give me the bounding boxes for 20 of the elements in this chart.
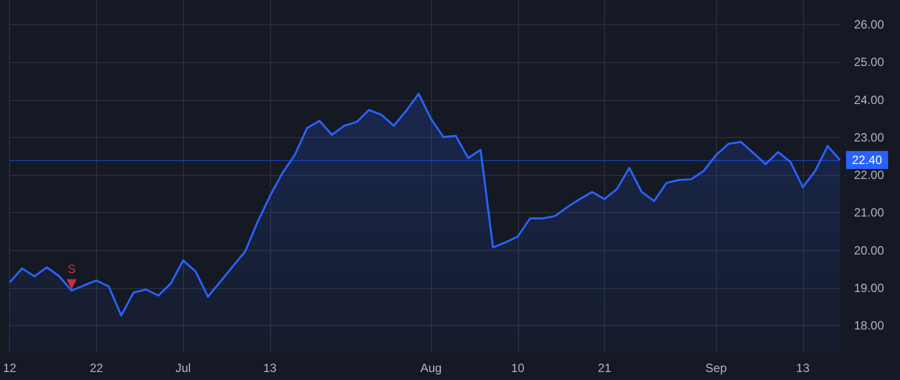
y-tick-label: 26.00 [854, 17, 884, 32]
x-tick-label: 12 [2, 361, 17, 375]
y-tick-label: 24.00 [854, 92, 884, 107]
y-tick-label: 25.00 [854, 55, 884, 70]
data-label: S [68, 262, 76, 276]
x-tick-label: 22 [90, 361, 104, 375]
x-tick-label: Aug [420, 361, 442, 375]
y-tick-label: 20.00 [854, 243, 884, 258]
x-tick-label: 13 [263, 361, 277, 375]
x-tick-label: 21 [598, 361, 612, 375]
x-tick-label: Sep [705, 361, 728, 375]
y-tick-label: 22.00 [854, 168, 884, 182]
y-tick-label: 18.00 [854, 318, 884, 333]
ref-line-label: 22.40 [852, 153, 882, 167]
x-tick-label: 13 [796, 361, 810, 375]
x-tick-label: 10 [511, 361, 525, 375]
y-tick-label: 21.00 [854, 206, 884, 220]
y-tick-label: 23.00 [854, 130, 884, 144]
y-tick-label: 19.00 [854, 281, 884, 295]
x-tick-label: Jul [176, 361, 191, 375]
